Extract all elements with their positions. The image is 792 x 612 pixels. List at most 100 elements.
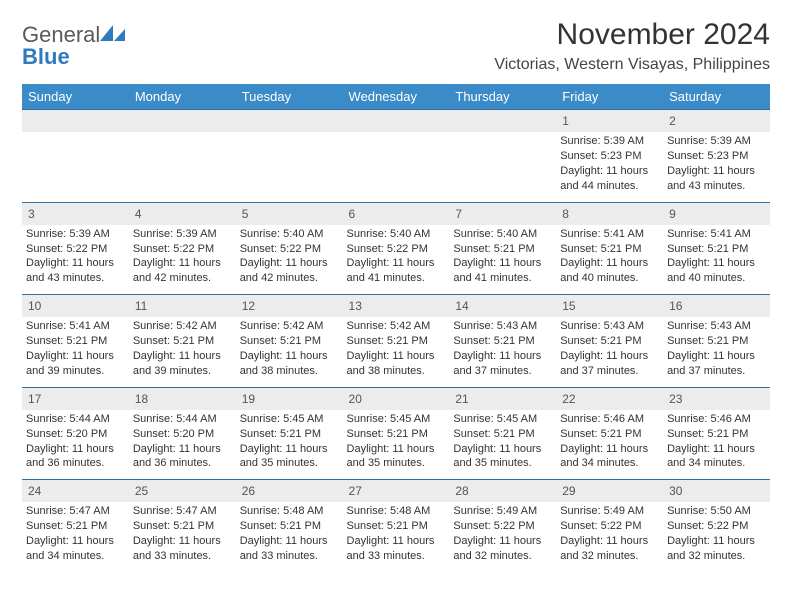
sunrise-text: Sunrise: 5:39 AM: [667, 134, 766, 149]
sunrise-text: Sunrise: 5:44 AM: [26, 412, 125, 427]
daylight-text-1: Daylight: 11 hours: [133, 534, 232, 549]
day-number-cell: [236, 110, 343, 133]
brand-text: General Blue: [22, 24, 126, 68]
sunrise-text: Sunrise: 5:41 AM: [667, 227, 766, 242]
sunrise-text: Sunrise: 5:45 AM: [240, 412, 339, 427]
sunrise-text: Sunrise: 5:39 AM: [133, 227, 232, 242]
day-number-cell: 7: [449, 202, 556, 225]
weekday-header: Thursday: [449, 84, 556, 110]
sunset-text: Sunset: 5:22 PM: [26, 242, 125, 257]
day-detail-cell: Sunrise: 5:41 AMSunset: 5:21 PMDaylight:…: [22, 317, 129, 387]
day-detail-cell: Sunrise: 5:46 AMSunset: 5:21 PMDaylight:…: [663, 410, 770, 480]
sunset-text: Sunset: 5:22 PM: [133, 242, 232, 257]
daylight-text-1: Daylight: 11 hours: [453, 534, 552, 549]
daylight-text-2: and 38 minutes.: [347, 364, 446, 379]
sunrise-text: Sunrise: 5:46 AM: [667, 412, 766, 427]
day-number-cell: 20: [343, 387, 450, 410]
daylight-text-1: Daylight: 11 hours: [667, 442, 766, 457]
daylight-text-2: and 33 minutes.: [133, 549, 232, 564]
daylight-text-2: and 41 minutes.: [347, 271, 446, 286]
daylight-text-1: Daylight: 11 hours: [240, 442, 339, 457]
day-number-cell: 14: [449, 295, 556, 318]
sunset-text: Sunset: 5:21 PM: [347, 427, 446, 442]
sunset-text: Sunset: 5:21 PM: [667, 427, 766, 442]
day-number-cell: [129, 110, 236, 133]
sunset-text: Sunset: 5:20 PM: [133, 427, 232, 442]
daylight-text-1: Daylight: 11 hours: [347, 256, 446, 271]
day-detail-cell: Sunrise: 5:39 AMSunset: 5:22 PMDaylight:…: [22, 225, 129, 295]
daylight-text-1: Daylight: 11 hours: [560, 442, 659, 457]
daylight-text-2: and 35 minutes.: [240, 456, 339, 471]
weekday-header: Saturday: [663, 84, 770, 110]
sunrise-text: Sunrise: 5:42 AM: [347, 319, 446, 334]
sunrise-text: Sunrise: 5:48 AM: [240, 504, 339, 519]
calendar-table: SundayMondayTuesdayWednesdayThursdayFrid…: [22, 84, 770, 572]
sunrise-text: Sunrise: 5:46 AM: [560, 412, 659, 427]
sunset-text: Sunset: 5:22 PM: [560, 519, 659, 534]
sunrise-text: Sunrise: 5:43 AM: [667, 319, 766, 334]
day-number-cell: 24: [22, 480, 129, 503]
sunset-text: Sunset: 5:22 PM: [667, 519, 766, 534]
sunset-text: Sunset: 5:21 PM: [560, 334, 659, 349]
sunset-text: Sunset: 5:20 PM: [26, 427, 125, 442]
daylight-text-2: and 43 minutes.: [667, 179, 766, 194]
daylight-text-1: Daylight: 11 hours: [133, 442, 232, 457]
sunrise-text: Sunrise: 5:50 AM: [667, 504, 766, 519]
day-detail-cell: Sunrise: 5:43 AMSunset: 5:21 PMDaylight:…: [663, 317, 770, 387]
day-number-cell: 27: [343, 480, 450, 503]
day-detail-cell: Sunrise: 5:43 AMSunset: 5:21 PMDaylight:…: [556, 317, 663, 387]
daylight-text-2: and 37 minutes.: [560, 364, 659, 379]
day-detail-cell: Sunrise: 5:49 AMSunset: 5:22 PMDaylight:…: [556, 502, 663, 571]
day-number-cell: 29: [556, 480, 663, 503]
day-detail-cell: Sunrise: 5:46 AMSunset: 5:21 PMDaylight:…: [556, 410, 663, 480]
day-detail-cell: Sunrise: 5:45 AMSunset: 5:21 PMDaylight:…: [236, 410, 343, 480]
sunrise-text: Sunrise: 5:40 AM: [240, 227, 339, 242]
daylight-text-2: and 32 minutes.: [560, 549, 659, 564]
daylight-text-1: Daylight: 11 hours: [560, 164, 659, 179]
sunset-text: Sunset: 5:21 PM: [453, 242, 552, 257]
sunset-text: Sunset: 5:21 PM: [667, 334, 766, 349]
daylight-text-2: and 40 minutes.: [667, 271, 766, 286]
sunset-text: Sunset: 5:21 PM: [560, 427, 659, 442]
daylight-text-2: and 43 minutes.: [26, 271, 125, 286]
sunset-text: Sunset: 5:21 PM: [453, 334, 552, 349]
daylight-text-2: and 40 minutes.: [560, 271, 659, 286]
daylight-text-2: and 35 minutes.: [347, 456, 446, 471]
day-number-cell: [22, 110, 129, 133]
header: General Blue November 2024 Victorias, We…: [22, 18, 770, 74]
daylight-text-2: and 36 minutes.: [133, 456, 232, 471]
daylight-text-1: Daylight: 11 hours: [667, 256, 766, 271]
day-number-cell: 28: [449, 480, 556, 503]
sunrise-text: Sunrise: 5:43 AM: [560, 319, 659, 334]
sunset-text: Sunset: 5:22 PM: [240, 242, 339, 257]
sunset-text: Sunset: 5:21 PM: [347, 334, 446, 349]
daylight-text-1: Daylight: 11 hours: [133, 256, 232, 271]
daylight-text-2: and 38 minutes.: [240, 364, 339, 379]
weekday-header: Wednesday: [343, 84, 450, 110]
day-number-cell: 16: [663, 295, 770, 318]
logo-sail-icon: [100, 24, 126, 42]
daylight-text-1: Daylight: 11 hours: [347, 349, 446, 364]
day-detail-cell: Sunrise: 5:44 AMSunset: 5:20 PMDaylight:…: [22, 410, 129, 480]
day-detail-cell: [343, 132, 450, 202]
daylight-text-1: Daylight: 11 hours: [560, 349, 659, 364]
sunset-text: Sunset: 5:21 PM: [667, 242, 766, 257]
brand-logo: General Blue: [22, 18, 126, 68]
location: Victorias, Western Visayas, Philippines: [494, 56, 770, 74]
daylight-text-1: Daylight: 11 hours: [560, 534, 659, 549]
daylight-text-1: Daylight: 11 hours: [26, 349, 125, 364]
day-detail-cell: Sunrise: 5:40 AMSunset: 5:21 PMDaylight:…: [449, 225, 556, 295]
daylight-text-2: and 41 minutes.: [453, 271, 552, 286]
sunrise-text: Sunrise: 5:39 AM: [26, 227, 125, 242]
sunset-text: Sunset: 5:21 PM: [560, 242, 659, 257]
daylight-text-1: Daylight: 11 hours: [240, 534, 339, 549]
day-number-cell: 17: [22, 387, 129, 410]
day-number-cell: 8: [556, 202, 663, 225]
day-number-cell: 30: [663, 480, 770, 503]
day-detail-row: Sunrise: 5:39 AMSunset: 5:23 PMDaylight:…: [22, 132, 770, 202]
day-detail-cell: [449, 132, 556, 202]
day-detail-row: Sunrise: 5:41 AMSunset: 5:21 PMDaylight:…: [22, 317, 770, 387]
daylight-text-1: Daylight: 11 hours: [453, 349, 552, 364]
sunset-text: Sunset: 5:21 PM: [240, 334, 339, 349]
day-number-cell: [449, 110, 556, 133]
